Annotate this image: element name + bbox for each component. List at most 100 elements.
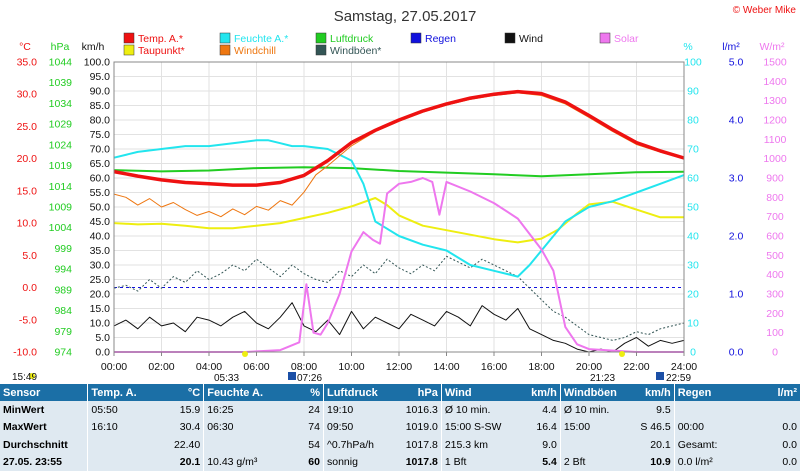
legend-item: Windchill: [219, 44, 276, 57]
stats-cell: 60: [308, 456, 320, 469]
pressure-axis-tick: 1034: [49, 98, 73, 110]
stats-cell: 9.0: [542, 438, 557, 451]
sun-moon-markers: 15:49 05:33 07:26 21:23 22:59: [12, 351, 691, 384]
stats-cell: 00:00: [673, 418, 745, 437]
legend-swatch: [123, 32, 135, 44]
x-tick-label: 06:00: [243, 361, 269, 373]
stats-cell: 10.9: [650, 456, 671, 469]
sunset-time: 21:23: [590, 373, 615, 384]
solar-axis-tick: 1200: [763, 115, 787, 127]
stats-cell: 16:25: [203, 401, 268, 419]
pressure-axis-tick: 999: [54, 243, 72, 255]
solar-axis-tick: 1500: [763, 57, 787, 69]
stats-cell: [673, 401, 745, 419]
temp-axis-tick: 30.0: [17, 89, 38, 101]
stats-cell: 1017.8: [405, 438, 438, 451]
stats-cell: [87, 453, 148, 471]
stats-cell: 19:10: [322, 401, 386, 419]
stats-cell: 10.43 g/m³: [203, 453, 268, 471]
speed-axis-tick: 95.0: [90, 71, 111, 83]
humidity-axis-unit: %: [683, 41, 692, 53]
moonrise-time: 07:26: [297, 373, 322, 384]
legend-swatch: [410, 32, 422, 44]
legend-swatch: [599, 32, 611, 44]
stats-header-sensor: Sensor: [0, 384, 88, 402]
legend-label: Feuchte A.*: [234, 33, 288, 45]
stats-cell: 15.9: [179, 404, 201, 417]
pressure-axis-tick: 1029: [49, 119, 73, 131]
stats-header-temp: Temp. A.: [87, 384, 148, 402]
speed-axis-tick: 30.0: [90, 260, 111, 272]
series-line-temp-a: [113, 89, 685, 187]
series-line-solar: [114, 177, 684, 353]
legend-item: Wind: [504, 32, 543, 45]
series-line-feuchte-a: [113, 139, 685, 278]
series-line-windb-en: [113, 255, 685, 341]
speed-axis-tick: 35.0: [90, 245, 111, 257]
temp-axis-tick: -10.0: [13, 347, 37, 359]
solar-axis-tick: 1400: [763, 76, 787, 88]
legend-label: Regen: [425, 33, 456, 45]
stats-cell: 1019.0: [405, 421, 438, 434]
speed-axis-tick: 90.0: [90, 86, 111, 98]
speed-axis-tick: 70.0: [90, 144, 111, 156]
humidity-axis-tick: 40: [687, 231, 699, 243]
stats-cell: 16.4: [536, 421, 557, 434]
stats-cell: 0.0: [782, 456, 797, 469]
x-tick-label: 14:00: [433, 361, 459, 373]
speed-axis-tick: 15.0: [90, 303, 111, 315]
humidity-axis-tick: 80: [687, 115, 699, 127]
x-tick-label: 16:00: [481, 361, 507, 373]
rain-axis-tick: 4.0: [729, 115, 744, 127]
moonset-icon: [656, 372, 664, 380]
x-tick-label: 00:00: [101, 361, 127, 373]
stats-header-rain-unit: l/m²: [744, 384, 800, 402]
pressure-axis-tick: 1044: [49, 57, 73, 69]
legend-swatch: [123, 44, 135, 56]
stats-cell: 74: [308, 421, 320, 434]
humidity-axis-tick: 60: [687, 173, 699, 185]
credit-text: © Weber Mike: [733, 5, 797, 16]
series-line-taupunkt: [113, 197, 684, 244]
pressure-axis-tick: 979: [54, 326, 72, 338]
pressure-axis-tick: 1009: [49, 202, 73, 214]
moonrise-icon: [288, 372, 296, 380]
stats-cell: 06:30: [203, 418, 268, 437]
sun-icon: [29, 373, 35, 379]
speed-axis-tick: 5.0: [95, 332, 110, 344]
temp-axis-tick: -5.0: [19, 314, 37, 326]
solar-axis-tick: 300: [766, 289, 784, 301]
pressure-axis-tick: 974: [54, 347, 72, 359]
solar-axis-tick: 500: [766, 250, 784, 262]
temp-axis-tick: 35.0: [17, 57, 38, 69]
speed-axis-tick: 50.0: [90, 202, 111, 214]
stats-cell: 1017.8: [405, 456, 438, 469]
pressure-axis-unit: hPa: [51, 41, 70, 53]
chart-series: [113, 89, 685, 353]
stats-row-average: Durchschnitt 22.40 54 ^0.7hPa/h 1017.8 2…: [0, 436, 800, 454]
stats-cell: ^0.7hPa/h: [322, 436, 386, 454]
stats-header-rain: Regen: [673, 384, 745, 402]
sunset-icon: [619, 351, 625, 357]
speed-axis-tick: 60.0: [90, 173, 111, 185]
series-line-luftdruck: [113, 166, 685, 178]
stats-cell: 09:50: [322, 418, 386, 437]
stats-row-min: MinWert 05:50 15.9 16:25 24 19:10 1016.3…: [0, 401, 800, 419]
stats-cell: 2 Bft: [559, 453, 623, 471]
stats-cell: 5.4: [542, 456, 557, 469]
stats-cell: Ø 10 min.: [559, 401, 623, 419]
stats-cell: 54: [308, 438, 320, 451]
stats-cell: Gesamt:: [673, 436, 745, 454]
pressure-axis-tick: 1019: [49, 160, 73, 172]
daylight-start-time: 15:49: [12, 372, 37, 383]
x-tick-label: 24:00: [671, 361, 697, 373]
stats-cell: 1 Bft: [440, 453, 505, 471]
humidity-axis-tick: 20: [687, 289, 699, 301]
stats-cell: 15:00 S-SW: [440, 418, 505, 437]
weather-chart: Samstag, 27.05.2017 © Weber Mike Temp. A…: [12, 5, 797, 384]
x-axis-ticks: 00:00 02:00 04:00 06:00 08:00 10:00 12:00 14:00…: [101, 352, 697, 373]
temp-axis-unit: °C: [19, 41, 31, 53]
speed-axis-tick: 55.0: [90, 187, 111, 199]
speed-axis-tick: 100.0: [84, 57, 110, 69]
rain-axis-tick: 3.0: [729, 173, 744, 185]
